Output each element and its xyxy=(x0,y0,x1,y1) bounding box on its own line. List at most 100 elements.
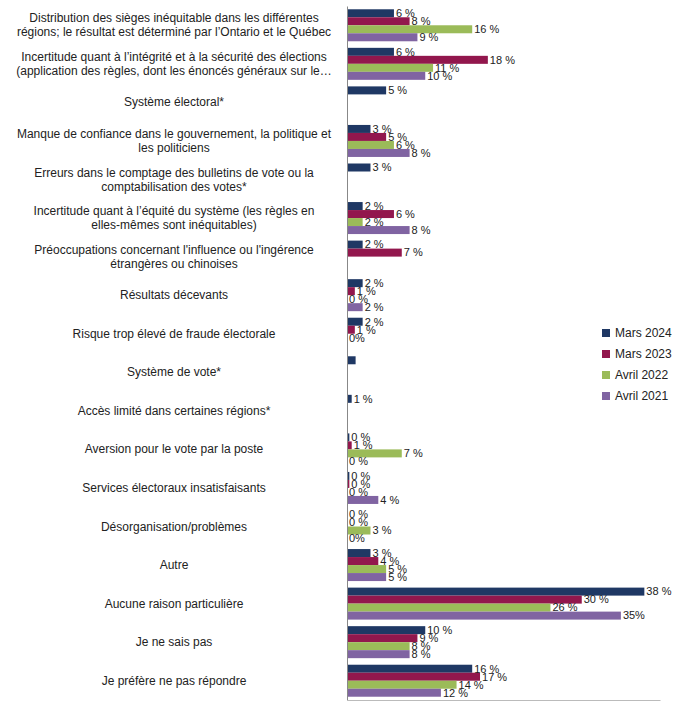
y-tick-label-line: Services électoraux insatisfaisants xyxy=(82,481,265,495)
data-label: 17 % xyxy=(482,671,507,683)
y-tick-label-line: Résultats décevants xyxy=(120,288,228,302)
data-label: 8 % xyxy=(412,15,431,27)
data-label: 5 % xyxy=(388,84,407,96)
data-label: 2 % xyxy=(365,200,384,212)
y-tick-label: Services électoraux insatisfaisants xyxy=(82,481,265,495)
data-label: 8 % xyxy=(412,147,431,159)
data-label: 1 % xyxy=(354,439,373,451)
bar xyxy=(347,218,363,226)
data-label: 3 % xyxy=(372,524,391,536)
data-label: 6 % xyxy=(396,46,415,58)
legend-item: Avril 2021 xyxy=(602,389,668,403)
y-tick-label: Système électoral* xyxy=(124,95,224,109)
bar xyxy=(347,650,410,658)
data-label: 0% xyxy=(349,532,365,544)
y-tick-label-line: les politiciens xyxy=(138,141,209,155)
y-tick-label: Aversion pour le vote par la poste xyxy=(85,442,264,456)
series-bars xyxy=(347,17,582,680)
y-tick-label-line: Désorganisation/problèmes xyxy=(101,520,247,534)
data-label: 7 % xyxy=(404,447,423,459)
data-label: 3 % xyxy=(372,161,391,173)
legend-label: Mars 2023 xyxy=(615,347,672,361)
data-label: 38 % xyxy=(646,585,671,597)
y-tick: Désorganisation/problèmes xyxy=(101,520,347,534)
data-label: 6 % xyxy=(396,208,415,220)
data-label: 5 % xyxy=(388,571,407,583)
bars xyxy=(347,9,644,696)
y-tick-label: Erreurs dans le comptage des bulletins d… xyxy=(34,166,314,194)
y-tick-label-line: Autre xyxy=(160,558,189,572)
y-tick-label-line: Distribution des sièges inéquitable dans… xyxy=(29,11,318,25)
y-tick-label: Manque de confiance dans le gouvernement… xyxy=(17,127,332,155)
bar xyxy=(347,665,472,673)
y-tick: Autre xyxy=(160,558,347,572)
legend-label: Avril 2021 xyxy=(615,389,668,403)
chart-svg: 6 %6 %5 %3 %3 %2 %2 %2 %2 %1 %0 %0 %0 %3… xyxy=(0,0,700,708)
y-tick-label: Résultats décevants xyxy=(120,288,228,302)
bar xyxy=(347,64,433,72)
y-tick: Système de vote* xyxy=(127,365,347,379)
y-tick: Accès limité dans certaines régions* xyxy=(78,404,347,418)
y-tick: Incertitude quant à l’intégrité et à la … xyxy=(16,50,347,78)
data-label: 7 % xyxy=(404,246,423,258)
y-tick-label: Je ne sais pas xyxy=(136,635,213,649)
legend-swatch xyxy=(602,350,610,358)
y-tick-label: Je préfère ne pas répondre xyxy=(102,674,247,688)
y-tick: Aversion pour le vote par la poste xyxy=(85,442,347,456)
y-tick: Incertitude quant à l’équité du système … xyxy=(34,204,347,232)
data-label: 0 % xyxy=(349,455,368,467)
bar xyxy=(347,612,621,620)
series-bars xyxy=(347,9,644,672)
y-tick: Système électoral* xyxy=(124,95,347,109)
y-axis: Distribution des sièges inéquitable dans… xyxy=(16,7,347,701)
y-tick-label-line: Accès limité dans certaines régions* xyxy=(78,404,271,418)
y-tick-label-line: Aversion pour le vote par la poste xyxy=(85,442,264,456)
data-label: 12 % xyxy=(443,687,468,699)
y-tick-label-line: (application des règles, dont les énoncé… xyxy=(16,64,332,78)
y-tick: Aucune raison particulière xyxy=(105,597,347,611)
y-tick-label: Distribution des sièges inéquitable dans… xyxy=(17,11,331,39)
legend-label: Avril 2022 xyxy=(615,368,668,382)
bar xyxy=(347,626,425,634)
series-bars xyxy=(347,25,550,688)
data-label: 2 % xyxy=(365,301,384,313)
y-tick-label-line: comptabilisation des votes* xyxy=(101,180,247,194)
data-label: 4 % xyxy=(380,494,399,506)
y-tick-label: Incertitude quant à l’équité du système … xyxy=(34,204,315,232)
y-tick-label-line: Incertitude quant à l’intégrité et à la … xyxy=(21,50,327,64)
bar xyxy=(347,604,550,612)
bar xyxy=(347,681,457,689)
x-axis xyxy=(348,700,661,701)
bar xyxy=(347,33,417,41)
data-label: 1 % xyxy=(354,393,373,405)
bar xyxy=(347,72,425,80)
data-label: 8 % xyxy=(412,648,431,660)
data-label: 30 % xyxy=(584,593,609,605)
x-axis-line xyxy=(348,700,661,701)
y-tick-label: Désorganisation/problèmes xyxy=(101,520,247,534)
bar xyxy=(347,202,363,210)
data-label: 18 % xyxy=(490,54,515,66)
y-tick-label: Incertitude quant à l’intégrité et à la … xyxy=(16,50,332,78)
y-tick: Erreurs dans le comptage des bulletins d… xyxy=(34,166,347,194)
chart-container: 6 %6 %5 %3 %3 %2 %2 %2 %2 %1 %0 %0 %0 %3… xyxy=(0,0,700,708)
y-tick-label-line: étrangères ou chinoises xyxy=(110,257,237,271)
data-label: 0 % xyxy=(349,486,368,498)
y-tick: Résultats décevants xyxy=(120,288,347,302)
y-tick-label: Système de vote* xyxy=(127,365,221,379)
bar xyxy=(347,573,386,581)
legend-label: Mars 2024 xyxy=(615,326,672,340)
data-label: 0% xyxy=(349,332,365,344)
legend-item: Avril 2022 xyxy=(602,368,668,382)
bar xyxy=(347,56,488,64)
y-tick-label-line: Je préfère ne pas répondre xyxy=(102,674,247,688)
bar xyxy=(347,549,370,557)
y-tick-label-line: Système électoral* xyxy=(124,95,224,109)
legend-swatch xyxy=(602,371,610,379)
legend-item: Mars 2023 xyxy=(602,347,672,361)
y-tick-label-line: régions; le résultat est déterminé par l… xyxy=(17,25,331,39)
y-tick-label: Risque trop élevé de fraude électorale xyxy=(73,327,276,341)
y-tick-label-line: Incertitude quant à l’équité du système … xyxy=(34,204,315,218)
y-tick: Manque de confiance dans le gouvernement… xyxy=(17,127,347,155)
data-label: 10 % xyxy=(427,70,452,82)
